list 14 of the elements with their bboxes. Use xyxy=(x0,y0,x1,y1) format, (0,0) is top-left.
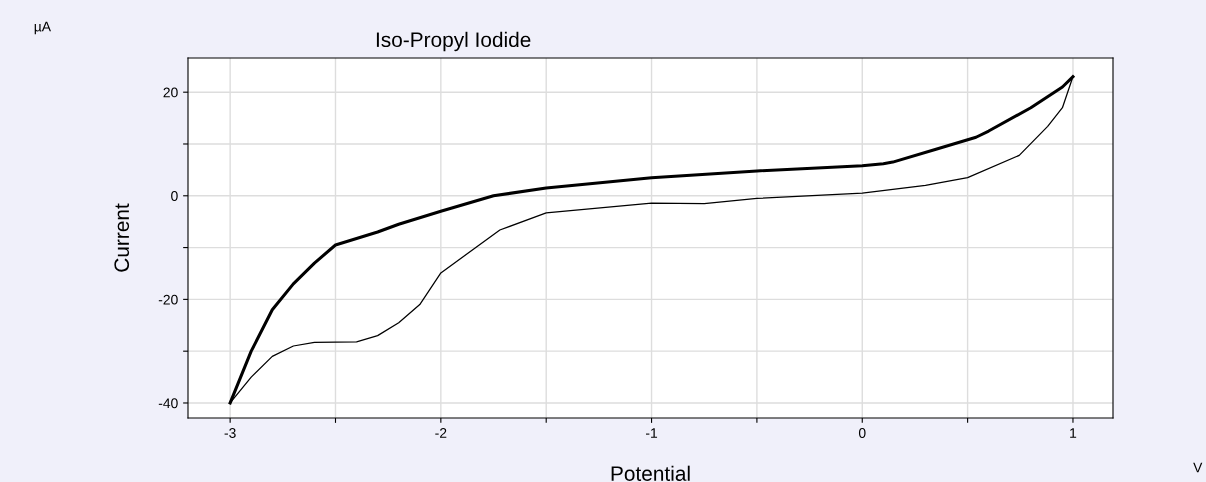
x-tick-label: 1 xyxy=(1070,428,1077,438)
x-axis-title: Potential xyxy=(611,465,690,481)
text: V xyxy=(1193,462,1203,473)
y-axis-title: Current xyxy=(114,203,130,272)
y-tick-label: 0 xyxy=(171,191,178,201)
x-tick-label: 0 xyxy=(858,428,866,438)
x-tick-label: -1 xyxy=(646,428,658,438)
x-tick-label: -2 xyxy=(435,428,447,438)
x-tick-label: -3 xyxy=(224,428,236,438)
y-tick-label: -40 xyxy=(158,398,178,409)
y-tick-label: -20 xyxy=(158,294,178,305)
chart-title: Iso-Propyl Iodide xyxy=(376,31,531,52)
text: µA xyxy=(34,21,52,35)
y-tick-label: 20 xyxy=(163,87,178,98)
